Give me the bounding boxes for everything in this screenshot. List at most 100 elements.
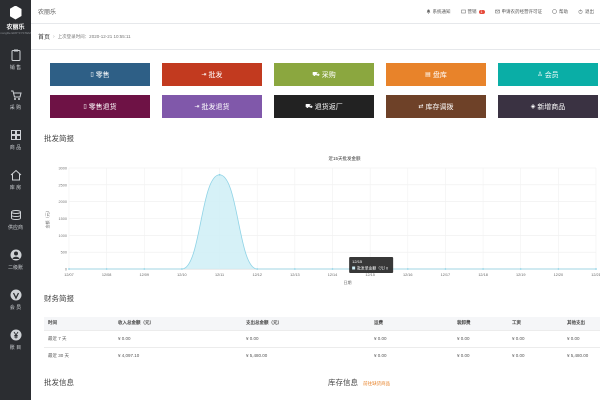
chart-x-tick: 12/11 [215, 273, 224, 277]
sidebar-item-5[interactable]: 二级账 [0, 240, 31, 280]
logo[interactable]: 农丽乐 nonglile ERP SYSTEM [0, 0, 31, 40]
sidebar-item-0[interactable]: 销 售 [0, 40, 31, 80]
quick-button-2[interactable]: ⛟ 采购 [274, 63, 374, 86]
help-icon [552, 9, 557, 14]
quick-button-label: 采购 [321, 71, 336, 79]
chart-point [482, 268, 484, 270]
chart-x-tick: 12/12 [252, 273, 262, 277]
quick-button-label: 批发退货 [201, 103, 230, 111]
finance-cell: ¥ 0.00 [370, 329, 453, 347]
quick-button-7[interactable]: ⛟ 退货返厂 [274, 95, 374, 118]
logo-icon [9, 5, 22, 20]
chart-point [293, 268, 296, 270]
chart-y-label: 金额（元） [44, 209, 50, 229]
quick-actions: ▯ 零售 ⇥ 批发 ⛟ 采购 ▤ 盘库 ♙ 会员 ▯ 零售退货 ⇥ 批发退货 ⛟ 退货返厂 ⇄ 库存调拨 ◈ 新增商品 [50, 63, 600, 118]
quick-button-icon: ▯ [90, 72, 94, 78]
bell-icon [426, 9, 430, 14]
chart-point [406, 268, 409, 270]
finance-cell: ¥ 0.00 [508, 329, 563, 347]
chart-x-tick: 12/21 [591, 273, 600, 277]
quick-button-1[interactable]: ⇥ 批发 [162, 63, 262, 86]
chart-area-series [69, 174, 596, 269]
message-label: 营销 [467, 8, 477, 14]
chart-tooltip-box [349, 257, 394, 273]
finance-header-cell: 其他支出 [563, 317, 600, 330]
chart-point [181, 268, 183, 270]
sidebar-item-3[interactable]: 库 房 [0, 160, 31, 200]
quick-button-0[interactable]: ▯ 零售 [50, 63, 150, 86]
sidebar-item-label: 库 房 [9, 185, 22, 191]
quick-button-label: 退货返厂 [314, 103, 343, 111]
sidebar-item-label: 商 品 [9, 145, 22, 151]
quick-button-icon: ⛟ [312, 71, 320, 78]
sidebar-item-2[interactable]: 商 品 [0, 120, 31, 160]
quick-button-icon: ♙ [537, 72, 543, 78]
quick-button-8[interactable]: ⇄ 库存调拨 [386, 95, 486, 118]
last-login-time: 上次登录时间：2020-12-21 10:55:11 [57, 33, 131, 39]
finance-cell: 最近 7 天 [44, 329, 114, 347]
chart-point [218, 173, 221, 176]
wholesale-chart: 近15天批发金额 金额（元） 0 500 1000 1500 2000 2500 3000 12/… [44, 151, 600, 289]
sidebar-item-6[interactable]: 会 员 [0, 280, 31, 320]
quick-button-label: 零售退货 [88, 103, 117, 111]
sidebar-item-label: 采 购 [9, 105, 22, 111]
finance-row: 最近 7 天 ¥ 0.00 ¥ 0.00 ¥ 0.00 ¥ 0.00 ¥ 0.00 ¥ 0.… [44, 329, 600, 347]
chart-x-tick: 12/07 [64, 273, 74, 277]
finance-table: 时间 收入总金额（元） 支出总金额（元） 运费 装卸费 工资 其他支出 最近 7 天 ¥ 0.… [44, 317, 600, 364]
chart-x-tick: 12/15 [365, 273, 375, 277]
chart-x-tick: 12/13 [290, 273, 300, 277]
main-content: ▯ 零售 ⇥ 批发 ⛟ 采购 ▤ 盘库 ♙ 会员 ▯ 零售退货 ⇥ 批发退货 ⛟ 退货返厂 ⇄ 库存调拨 ◈ 新增商品… [31, 50, 600, 400]
notice-label: 系统通知 [432, 8, 451, 14]
chart-x-tick: 12/10 [177, 273, 187, 277]
chart-x-tick: 12/09 [140, 273, 150, 277]
finance-cell: ¥ 0.00 [242, 329, 370, 347]
chart-x-tick: 12/20 [554, 273, 564, 277]
finance-header-cell: 时间 [44, 317, 114, 330]
chart-y-tick: 2500 [59, 183, 67, 187]
quick-button-icon: ⇥ [201, 72, 207, 78]
chart-y-tick: 3000 [59, 167, 67, 171]
finance-cell: ¥ 5,480.00 [563, 346, 600, 364]
message-link[interactable]: 营销 1 [460, 8, 485, 15]
sidebar-item-4[interactable]: 供应商 [0, 200, 31, 240]
yuan-icon [10, 329, 22, 341]
grid-icon [10, 129, 22, 141]
sidebar-item-1[interactable]: 采 购 [0, 80, 31, 120]
finance-cell: ¥ 0.00 [370, 346, 453, 364]
power-icon [578, 9, 583, 14]
quick-button-9[interactable]: ◈ 新增商品 [498, 95, 598, 118]
stock-info-section: 库存信息 前往缺货商品 [328, 377, 390, 388]
help-link[interactable]: 帮助 [552, 9, 568, 15]
quick-button-3[interactable]: ▤ 盘库 [386, 63, 486, 86]
quick-button-5[interactable]: ▯ 零售退货 [50, 95, 150, 118]
quick-button-4[interactable]: ♙ 会员 [498, 63, 598, 86]
finance-cell: ¥ 0.00 [508, 346, 563, 364]
logo-text: 农丽乐 [6, 24, 25, 31]
chart-point [105, 268, 108, 270]
wholesale-info-title: 批发信息 [44, 378, 74, 387]
quick-button-6[interactable]: ⇥ 批发退货 [162, 95, 262, 118]
person-icon [10, 249, 22, 261]
notice-link[interactable]: 系统通知 [426, 9, 451, 15]
stock-info-title: 库存信息 [328, 378, 358, 387]
finance-cell: ¥ 5,480.00 [242, 346, 370, 364]
chart-y-tick: 1500 [59, 217, 67, 221]
chart-point [595, 268, 597, 270]
vip-icon [10, 289, 22, 301]
finance-cell: ¥ 0.00 [453, 329, 508, 347]
finance-header-cell: 装卸费 [453, 317, 508, 330]
chart-x-tick: 12/16 [403, 273, 413, 277]
quick-button-label: 批发 [208, 71, 223, 79]
quick-button-label: 会员 [544, 71, 559, 79]
finance-header-cell: 收入总金额（元） [114, 317, 242, 330]
sidebar-item-7[interactable]: 账 目 [0, 320, 31, 360]
breadcrumb-home[interactable]: 首页 [38, 35, 51, 41]
chart-x-tick: 12/14 [328, 273, 338, 277]
license-link[interactable]: 申请农药经营许可证 [494, 9, 542, 15]
finance-header-cell: 工资 [508, 317, 563, 330]
chart-title: 近15天批发金额 [328, 155, 361, 162]
logout-link[interactable]: 退出 [578, 9, 594, 15]
finance-header-cell: 支出总金额（元） [242, 317, 370, 330]
stock-shortage-link[interactable]: 前往缺货商品 [363, 381, 391, 386]
